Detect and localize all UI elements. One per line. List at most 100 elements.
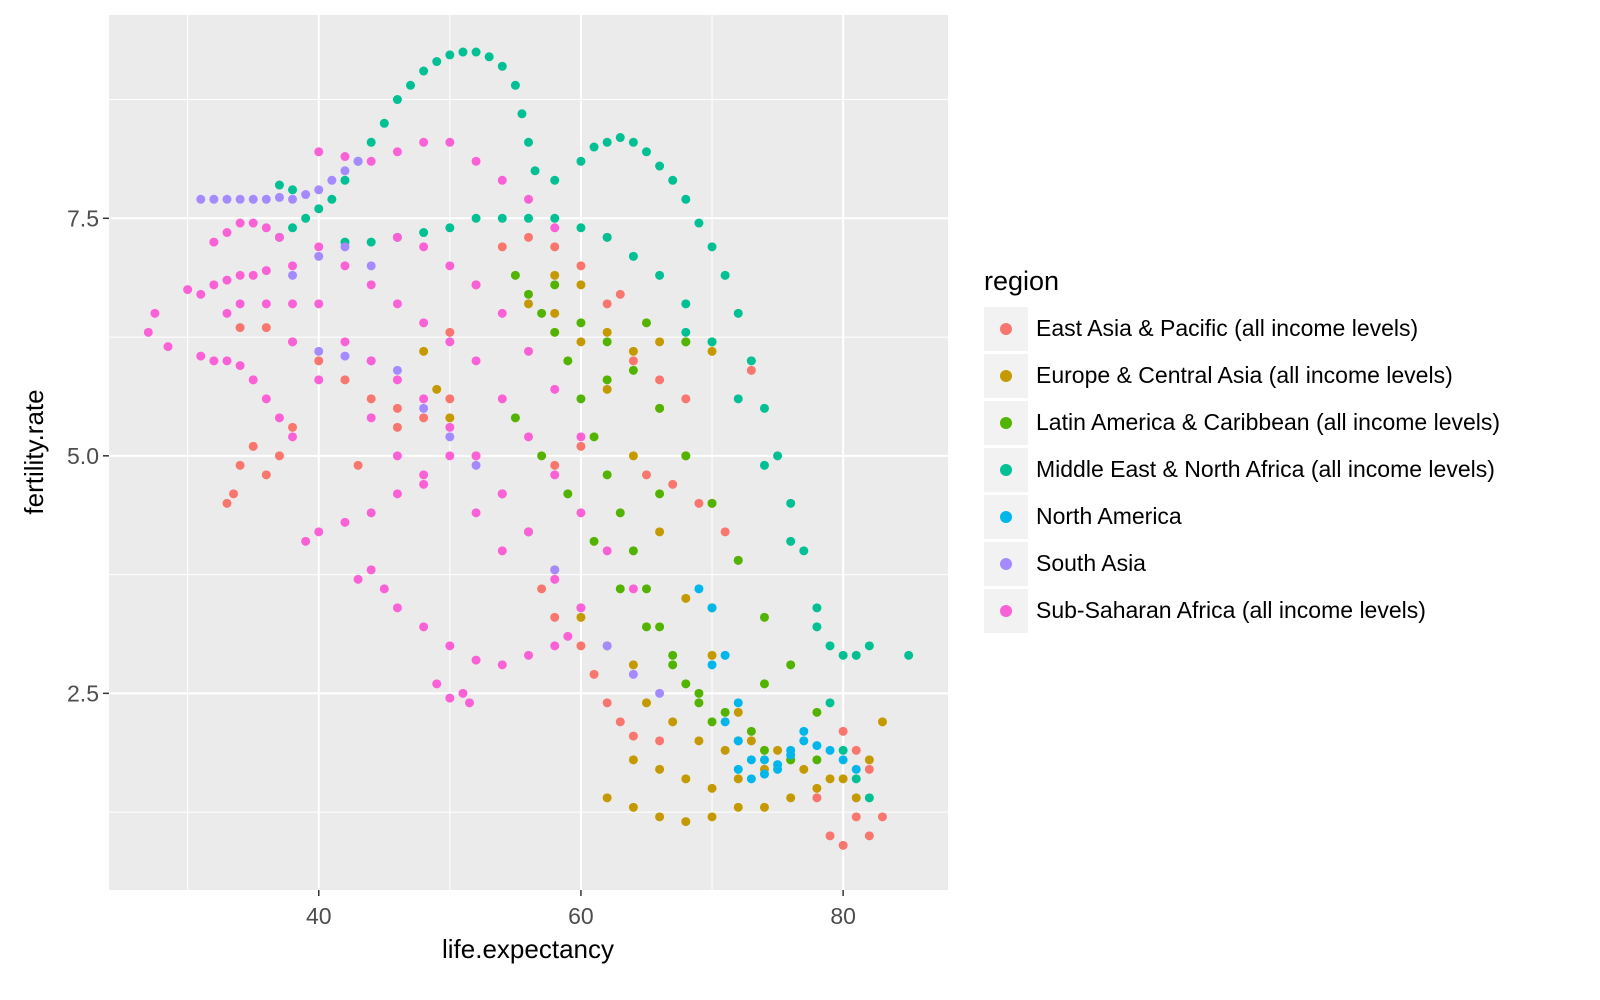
data-point bbox=[222, 194, 232, 204]
data-point bbox=[288, 270, 298, 280]
legend-label: South Asia bbox=[1036, 550, 1146, 576]
data-point bbox=[392, 232, 402, 242]
y-axis-label: fertility.rate bbox=[19, 389, 49, 514]
data-point bbox=[392, 489, 402, 499]
data-point bbox=[786, 745, 796, 755]
data-point bbox=[445, 261, 455, 271]
legend-label: Europe & Central Asia (all income levels… bbox=[1036, 362, 1453, 388]
data-point bbox=[235, 270, 245, 280]
data-point bbox=[707, 717, 717, 727]
data-point bbox=[563, 356, 573, 366]
data-point bbox=[301, 536, 311, 546]
data-point bbox=[261, 323, 271, 333]
data-point bbox=[524, 650, 533, 660]
data-point bbox=[733, 555, 743, 565]
data-point bbox=[851, 650, 861, 660]
data-point bbox=[314, 299, 324, 309]
data-point bbox=[471, 508, 481, 518]
data-point bbox=[340, 517, 350, 527]
data-point bbox=[641, 147, 651, 157]
data-point bbox=[510, 80, 520, 90]
data-point bbox=[445, 223, 455, 233]
data-point bbox=[602, 698, 612, 708]
data-point bbox=[366, 394, 376, 404]
data-point bbox=[340, 375, 350, 385]
data-point bbox=[864, 793, 874, 803]
data-point bbox=[602, 327, 612, 337]
data-point bbox=[392, 403, 402, 413]
data-point bbox=[733, 394, 743, 404]
series-south bbox=[196, 156, 665, 698]
data-point bbox=[471, 156, 481, 166]
data-point bbox=[497, 61, 507, 71]
data-point bbox=[641, 470, 651, 480]
data-point bbox=[550, 612, 560, 622]
data-point bbox=[838, 755, 848, 765]
data-point bbox=[340, 242, 350, 252]
data-point bbox=[419, 137, 429, 147]
data-point bbox=[707, 498, 717, 508]
data-point bbox=[746, 365, 756, 375]
data-point bbox=[445, 337, 455, 347]
data-point bbox=[392, 422, 402, 432]
y-tick-label: 5.0 bbox=[67, 443, 99, 469]
data-point bbox=[602, 470, 612, 480]
data-point bbox=[222, 275, 232, 285]
data-point bbox=[628, 346, 638, 356]
data-point bbox=[235, 460, 245, 470]
data-point bbox=[235, 361, 245, 371]
data-point bbox=[786, 498, 796, 508]
data-point bbox=[419, 394, 429, 404]
data-point bbox=[392, 147, 402, 157]
data-point bbox=[248, 194, 258, 204]
data-point bbox=[668, 660, 678, 670]
data-point bbox=[681, 451, 691, 461]
data-point bbox=[602, 137, 612, 147]
data-point bbox=[628, 451, 638, 461]
data-point bbox=[694, 736, 704, 746]
data-point bbox=[419, 413, 429, 423]
data-point bbox=[471, 451, 481, 461]
data-point bbox=[694, 498, 704, 508]
data-point bbox=[655, 375, 665, 385]
data-point bbox=[465, 698, 475, 708]
data-point bbox=[497, 175, 507, 185]
data-point bbox=[550, 223, 560, 233]
data-point bbox=[497, 308, 507, 318]
data-point bbox=[628, 365, 638, 375]
data-point bbox=[261, 299, 271, 309]
data-point bbox=[222, 498, 232, 508]
data-point bbox=[773, 745, 783, 755]
data-point bbox=[759, 612, 769, 622]
data-point bbox=[366, 413, 376, 423]
data-point bbox=[576, 156, 586, 166]
data-point bbox=[668, 175, 678, 185]
data-point bbox=[524, 194, 533, 204]
data-point bbox=[524, 299, 533, 309]
legend-dot-icon bbox=[1000, 510, 1012, 523]
data-point bbox=[746, 755, 756, 765]
legend-dot-icon bbox=[1000, 416, 1012, 429]
data-point bbox=[851, 793, 861, 803]
data-point bbox=[576, 508, 586, 518]
data-point bbox=[288, 337, 298, 347]
data-point bbox=[799, 726, 809, 736]
data-point bbox=[707, 346, 717, 356]
data-point bbox=[163, 342, 173, 352]
legend-dot-icon bbox=[1000, 369, 1012, 382]
data-point bbox=[589, 142, 599, 152]
data-point bbox=[314, 185, 324, 195]
data-point bbox=[602, 546, 612, 556]
data-point bbox=[510, 270, 520, 280]
data-point bbox=[314, 242, 324, 252]
data-point bbox=[602, 232, 612, 242]
y-tick-label: 7.5 bbox=[67, 205, 99, 231]
data-point bbox=[248, 270, 258, 280]
data-point bbox=[471, 655, 481, 665]
data-point bbox=[812, 741, 822, 751]
data-point bbox=[707, 783, 717, 793]
data-point bbox=[681, 299, 691, 309]
data-point bbox=[314, 527, 324, 537]
data-point bbox=[432, 57, 442, 67]
legend: region East Asia & Pacific (all income l… bbox=[984, 266, 1500, 634]
